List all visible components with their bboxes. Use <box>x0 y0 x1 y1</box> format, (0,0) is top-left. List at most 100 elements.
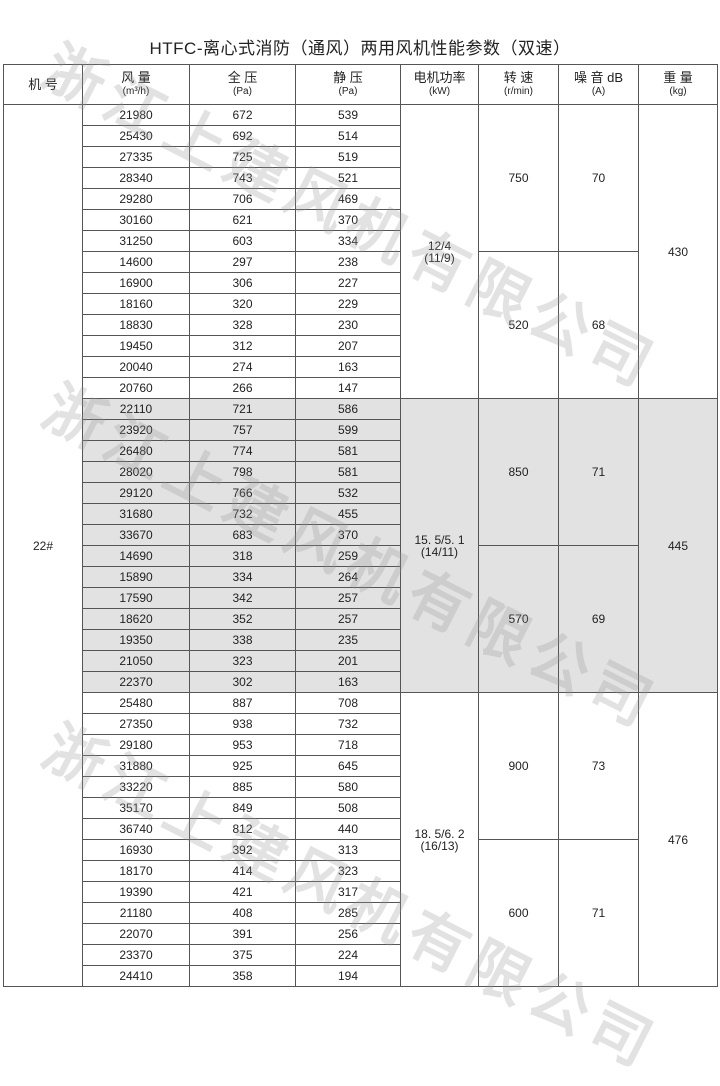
airflow-cell: 22370 <box>82 671 190 693</box>
static-pressure-cell: 229 <box>295 293 401 315</box>
airflow-cell: 14690 <box>82 545 190 567</box>
total-pressure-cell: 885 <box>189 776 296 798</box>
table-row: 33220 885 580 <box>4 776 718 798</box>
table-row: 22110 721 586 15. 5/5. 1 (14/11) 850 71 445 <box>4 398 718 693</box>
airflow-cell: 29280 <box>82 188 190 210</box>
table-row: 19390 421 317 <box>4 881 718 903</box>
static-pressure-cell: 514 <box>295 125 401 147</box>
weight-cell: 430 <box>638 104 718 399</box>
total-pressure-cell: 323 <box>189 650 296 672</box>
total-pressure-cell: 672 <box>189 104 296 126</box>
static-pressure-cell: 469 <box>295 188 401 210</box>
total-pressure-cell: 274 <box>189 356 296 378</box>
table-row: 14600 297 238 520 68 <box>4 251 718 399</box>
static-pressure-cell: 285 <box>295 902 401 924</box>
total-pressure-cell: 320 <box>189 293 296 315</box>
airflow-cell: 21980 <box>82 104 190 126</box>
airflow-cell: 18620 <box>82 608 190 630</box>
airflow-cell: 28340 <box>82 167 190 189</box>
static-pressure-cell: 163 <box>295 671 401 693</box>
static-pressure-cell: 230 <box>295 314 401 336</box>
airflow-cell: 27350 <box>82 713 190 735</box>
static-pressure-cell: 194 <box>295 965 401 987</box>
total-pressure-cell: 391 <box>189 923 296 945</box>
table-row: 20760 266 147 <box>4 377 718 399</box>
column-header-label: 转 速 <box>503 69 534 85</box>
total-pressure-cell: 798 <box>189 461 296 483</box>
table-row: 25480 887 708 18. 5/6. 2 (16/13) 900 73 476 <box>4 692 718 987</box>
column-header-unit: (A) <box>591 85 606 97</box>
table-row: 29280 706 469 <box>4 188 718 210</box>
airflow-cell: 15890 <box>82 566 190 588</box>
column-header-unit: (Pa) <box>233 85 252 97</box>
motor-power-alt: (14/11) <box>420 544 459 559</box>
table-row: 22# 21980 672 539 12/4 (11/9) 750 70 430 <box>3 104 718 987</box>
table-row: 27350 938 732 <box>4 713 718 735</box>
airflow-cell: 23370 <box>82 944 190 966</box>
airflow-cell: 33670 <box>82 524 190 546</box>
total-pressure-cell: 334 <box>189 566 296 588</box>
performance-table: 机 号风 量 (m³/h) 全 压 (Pa) 静 压 (Pa) 电机功率 (kW) 转 速 (r/… <box>3 64 718 987</box>
table-row: 16900 306 227 <box>4 272 718 294</box>
airflow-cell: 19350 <box>82 629 190 651</box>
total-pressure-cell: 414 <box>189 860 296 882</box>
total-pressure-cell: 743 <box>189 167 296 189</box>
noise-cell: 73 <box>558 692 639 840</box>
total-pressure-cell: 774 <box>189 440 296 462</box>
static-pressure-cell: 586 <box>295 398 401 420</box>
static-pressure-cell: 455 <box>295 503 401 525</box>
motor-power-cell: 18. 5/6. 2 (16/13) <box>400 692 479 987</box>
static-pressure-cell: 732 <box>295 713 401 735</box>
airflow-cell: 19450 <box>82 335 190 357</box>
column-header: 重 量 (kg) <box>638 64 718 105</box>
airflow-cell: 31880 <box>82 755 190 777</box>
motor-power-alt: (11/9) <box>424 250 455 265</box>
total-pressure-cell: 342 <box>189 587 296 609</box>
total-pressure-cell: 953 <box>189 734 296 756</box>
table-row: 15890 334 264 <box>4 566 718 588</box>
total-pressure-cell: 306 <box>189 272 296 294</box>
total-pressure-cell: 302 <box>189 671 296 693</box>
table-row: 18620 352 257 <box>4 608 718 630</box>
speed-cell: 750 <box>478 104 559 252</box>
column-header-label: 电机功率 <box>413 69 466 85</box>
total-pressure-cell: 849 <box>189 797 296 819</box>
total-pressure-cell: 408 <box>189 902 296 924</box>
table-row: 18170 414 323 <box>4 860 718 882</box>
airflow-cell: 25480 <box>82 692 190 714</box>
static-pressure-cell: 257 <box>295 587 401 609</box>
column-header-label: 全 压 <box>227 69 258 85</box>
header-row: 机 号风 量 (m³/h) 全 压 (Pa) 静 压 (Pa) 电机功率 (kW) 转 速 (r/… <box>3 64 718 105</box>
total-pressure-cell: 812 <box>189 818 296 840</box>
airflow-cell: 23920 <box>82 419 190 441</box>
speed-cell: 850 <box>478 398 559 546</box>
total-pressure-cell: 392 <box>189 839 296 861</box>
airflow-cell: 33220 <box>82 776 190 798</box>
column-header-label: 噪 音 dB <box>573 69 624 85</box>
static-pressure-cell: 264 <box>295 566 401 588</box>
static-pressure-cell: 257 <box>295 608 401 630</box>
airflow-cell: 18830 <box>82 314 190 336</box>
column-header-unit: (kW) <box>428 85 451 97</box>
airflow-cell: 35170 <box>82 797 190 819</box>
table-row: 29180 953 718 <box>4 734 718 756</box>
table-row: 18160 320 229 <box>4 293 718 315</box>
motor-power: 12/4 <box>427 238 452 253</box>
static-pressure-cell: 708 <box>295 692 401 714</box>
table-row: 33670 683 370 <box>4 524 718 546</box>
airflow-cell: 21050 <box>82 650 190 672</box>
static-pressure-cell: 201 <box>295 650 401 672</box>
airflow-cell: 31250 <box>82 230 190 252</box>
airflow-cell: 28020 <box>82 461 190 483</box>
column-header-unit: (Pa) <box>338 85 358 97</box>
noise-cell: 69 <box>558 545 639 693</box>
total-pressure-cell: 766 <box>189 482 296 504</box>
column-header-unit: (m³/h) <box>122 85 150 97</box>
column-header-unit: (kg) <box>669 85 687 97</box>
table-row: 23920 757 599 <box>4 419 718 441</box>
total-pressure-cell: 352 <box>189 608 296 630</box>
speed-cell: 900 <box>478 692 559 840</box>
total-pressure-cell: 683 <box>189 524 296 546</box>
static-pressure-cell: 519 <box>295 146 401 168</box>
airflow-cell: 29120 <box>82 482 190 504</box>
